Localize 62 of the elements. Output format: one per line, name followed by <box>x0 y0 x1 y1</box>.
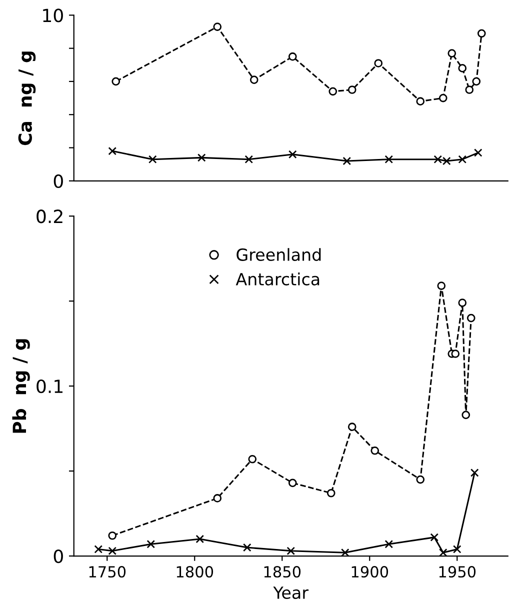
point <box>288 478 297 488</box>
point <box>384 540 394 548</box>
point <box>108 531 117 540</box>
point <box>438 94 448 102</box>
point <box>374 59 383 68</box>
x-tick-label: 1850 <box>264 566 301 578</box>
point <box>448 49 456 58</box>
point <box>416 475 425 484</box>
point <box>288 150 297 159</box>
point <box>197 154 206 162</box>
point <box>458 298 467 307</box>
point <box>370 446 380 455</box>
point <box>458 64 467 72</box>
y-axis-title: Ca ng / g <box>18 52 36 146</box>
point <box>248 454 257 464</box>
point <box>348 422 356 432</box>
point <box>94 545 103 554</box>
point <box>286 546 296 556</box>
point <box>213 22 222 31</box>
point <box>326 488 336 498</box>
point <box>342 156 352 166</box>
point <box>242 543 252 552</box>
point <box>213 494 222 502</box>
point <box>462 410 470 420</box>
point <box>340 548 350 557</box>
point <box>452 545 462 554</box>
point <box>430 533 439 542</box>
point <box>466 314 476 322</box>
x-tick-label: 1950 <box>439 566 476 578</box>
x-tick-label: 1900 <box>352 566 388 578</box>
point <box>437 282 446 290</box>
point <box>474 148 482 157</box>
point <box>477 29 486 38</box>
y-axis-title: Pb ng / g <box>12 339 30 433</box>
point <box>196 534 204 544</box>
y-tick-label: 0.2 <box>36 210 62 224</box>
x-tick-label: 1750 <box>89 566 126 578</box>
y-tick-label: 10 <box>43 8 63 22</box>
point <box>250 76 258 84</box>
x-tick-label: 1800 <box>176 566 214 578</box>
x-axis-title: Year <box>273 586 309 599</box>
point <box>472 77 481 86</box>
point <box>470 468 479 477</box>
legend-label: Greenland <box>236 248 321 261</box>
point <box>288 52 297 61</box>
y-tick-label: 0 <box>54 174 63 188</box>
y-tick-label: 0.1 <box>36 380 62 394</box>
point <box>146 540 156 548</box>
point <box>244 155 254 164</box>
point <box>108 146 117 156</box>
point <box>328 87 338 96</box>
point <box>348 86 356 94</box>
point <box>438 548 448 557</box>
y-tick-label: 0 <box>54 549 63 564</box>
point <box>148 155 157 164</box>
point <box>416 97 425 106</box>
point <box>458 155 467 164</box>
legend-label: Antarctica <box>236 272 320 286</box>
point <box>384 155 394 164</box>
point <box>112 77 120 86</box>
point <box>465 86 474 94</box>
point <box>451 350 460 358</box>
